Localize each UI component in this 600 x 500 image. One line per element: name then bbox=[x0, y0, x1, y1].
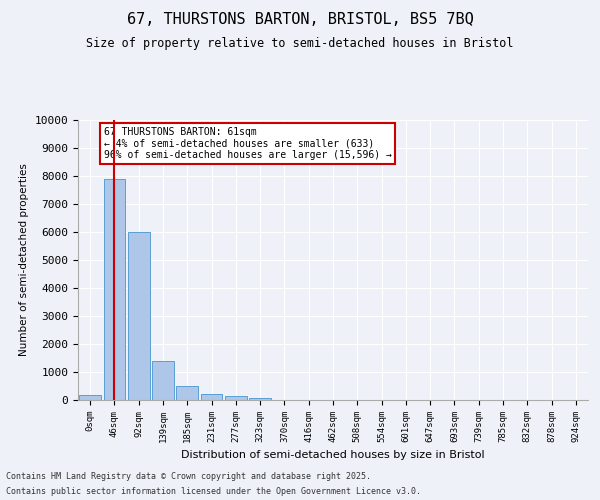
Bar bbox=[128, 232, 149, 400]
Bar bbox=[225, 396, 247, 400]
Text: 67, THURSTONS BARTON, BRISTOL, BS5 7BQ: 67, THURSTONS BARTON, BRISTOL, BS5 7BQ bbox=[127, 12, 473, 28]
Y-axis label: Number of semi-detached properties: Number of semi-detached properties bbox=[19, 164, 29, 356]
Bar bbox=[152, 361, 174, 400]
Bar bbox=[79, 395, 101, 400]
Bar bbox=[249, 398, 271, 400]
X-axis label: Distribution of semi-detached houses by size in Bristol: Distribution of semi-detached houses by … bbox=[181, 450, 485, 460]
Text: Size of property relative to semi-detached houses in Bristol: Size of property relative to semi-detach… bbox=[86, 38, 514, 51]
Bar bbox=[104, 179, 125, 400]
Text: Contains public sector information licensed under the Open Government Licence v3: Contains public sector information licen… bbox=[6, 487, 421, 496]
Text: 67 THURSTONS BARTON: 61sqm
← 4% of semi-detached houses are smaller (633)
96% of: 67 THURSTONS BARTON: 61sqm ← 4% of semi-… bbox=[104, 127, 391, 160]
Bar bbox=[176, 386, 198, 400]
Text: Contains HM Land Registry data © Crown copyright and database right 2025.: Contains HM Land Registry data © Crown c… bbox=[6, 472, 371, 481]
Bar bbox=[200, 394, 223, 400]
